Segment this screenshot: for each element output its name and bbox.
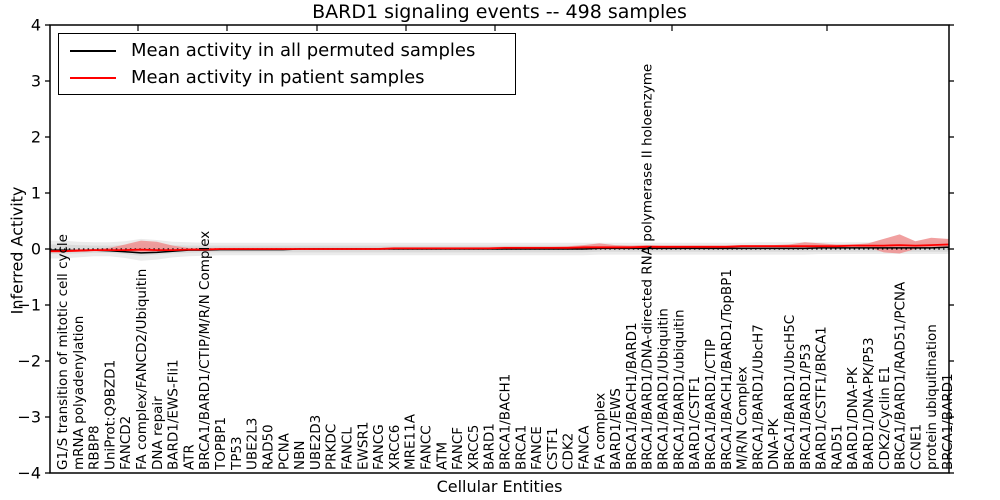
x-tick-label: protein ubiquitination bbox=[924, 324, 940, 470]
x-tick-label: MRE11A bbox=[403, 413, 419, 470]
x-tick-label: BRCA1/BACH1 bbox=[498, 374, 514, 470]
x-tick-label: CSTF1 bbox=[545, 427, 561, 470]
x-tick-label: BRCA1/BARD1 bbox=[940, 373, 956, 470]
x-tick-label: FANCG bbox=[371, 424, 387, 470]
x-tick-label: DNA-PK bbox=[766, 418, 782, 470]
x-tick-label: BRCA1/BARD1/P53 bbox=[798, 344, 814, 471]
legend-label: Mean activity in all permuted samples bbox=[131, 40, 476, 61]
x-tick-label: TOPBP1 bbox=[213, 417, 229, 471]
x-tick-label: BARD1/CSTF1/BRCA1 bbox=[814, 326, 830, 470]
x-tick-label: UniProt:Q9BZD1 bbox=[102, 360, 118, 470]
y-tick-label: 4 bbox=[31, 16, 41, 35]
x-tick-label: CDK2 bbox=[561, 433, 577, 470]
x-tick-label: BARD1/DNA-PK bbox=[845, 366, 861, 470]
x-tick-label: NBN bbox=[292, 441, 308, 470]
x-tick-label: FANCD2 bbox=[118, 416, 134, 470]
legend: Mean activity in all permuted samples Me… bbox=[58, 33, 516, 95]
x-tick-label: ATM bbox=[434, 442, 450, 470]
x-tick-label: DNA repair bbox=[150, 396, 166, 470]
permuted-line-swatch bbox=[70, 49, 116, 52]
x-tick-label: BRCA1/BARD1/ubiquitin bbox=[671, 309, 687, 470]
x-tick-label: BARD1/CSTF1 bbox=[687, 376, 703, 470]
x-tick-label: BARD1/EWS-Fli1 bbox=[166, 359, 182, 470]
y-tick-label: −3 bbox=[17, 408, 41, 427]
x-tick-label: BARD1 bbox=[482, 423, 498, 470]
x-tick-label: G1/S transition of mitotic cell cycle bbox=[55, 234, 71, 470]
y-tick-label: 3 bbox=[31, 72, 41, 91]
x-tick-label: FANCE bbox=[529, 426, 545, 470]
x-tick-label: UBE2L3 bbox=[245, 418, 261, 470]
x-tick-label: XRCC5 bbox=[466, 425, 482, 470]
x-axis-title: Cellular Entities bbox=[436, 477, 563, 496]
x-tick-label: ATR bbox=[181, 444, 197, 470]
y-tick-label: −2 bbox=[17, 352, 41, 371]
x-tick-label: M/R/N Complex bbox=[735, 366, 751, 470]
series-line-patient bbox=[50, 243, 949, 253]
x-tick-label: RBBP8 bbox=[87, 425, 103, 470]
x-tick-label: BRCA1/BARD1/UbcH5C bbox=[782, 315, 798, 470]
y-tick-label: 2 bbox=[31, 128, 41, 147]
x-tick-label: RAD50 bbox=[260, 424, 276, 470]
x-tick-label: BRCA1/BACH1/BARD1 bbox=[624, 322, 640, 470]
x-tick-label: BRCA1/BARD1/CTIP/M/R/N Complex bbox=[197, 231, 213, 470]
y-axis-title: Inferred Activity bbox=[7, 186, 27, 315]
x-tick-label: BRCA1/BARD1/CTIP bbox=[703, 339, 719, 470]
x-tick-label: TP53 bbox=[229, 436, 245, 471]
x-tick-label: BARD1/DNA-PK/P53 bbox=[861, 337, 877, 470]
legend-item-patient: Mean activity in patient samples bbox=[59, 67, 515, 88]
x-tick-label: UBE2D3 bbox=[308, 415, 324, 470]
x-tick-label: FANCL bbox=[340, 427, 356, 470]
x-tick-label: RAD51 bbox=[829, 424, 845, 470]
x-tick-label: BRCA1/BARD1/DNA-directed RNA polymerase … bbox=[640, 64, 656, 470]
x-tick-label: FANCF bbox=[450, 427, 466, 470]
x-tick-label: CCNE1 bbox=[908, 424, 924, 470]
y-tick-label: −4 bbox=[17, 464, 41, 483]
x-tick-label: FANCC bbox=[419, 425, 435, 470]
x-tick-label: FA complex/FANCD2/Ubiquitin bbox=[134, 269, 150, 470]
x-tick-label: CDK2/Cyclin E1 bbox=[877, 366, 893, 470]
x-tick-label: BRCA1/BARD1/UbcH7 bbox=[750, 324, 766, 470]
x-tick-label: BARD1/EWS bbox=[608, 388, 624, 470]
y-tick-label: 0 bbox=[31, 240, 41, 259]
y-tick-label: 1 bbox=[31, 184, 41, 203]
x-tick-label: FANCA bbox=[577, 425, 593, 470]
chart-title: BARD1 signaling events -- 498 samples bbox=[312, 1, 687, 23]
x-tick-label: EWSR1 bbox=[355, 422, 371, 470]
legend-item-permuted: Mean activity in all permuted samples bbox=[59, 40, 515, 61]
x-tick-label: BRCA1/BARD1/Ubiquitin bbox=[656, 308, 672, 470]
x-tick-label: PCNA bbox=[276, 432, 292, 470]
x-tick-label: BRCA1/BARD1/RAD51/PCNA bbox=[893, 281, 909, 470]
x-tick-label: FA complex bbox=[592, 393, 608, 470]
x-tick-label: BRCA1 bbox=[513, 425, 529, 470]
x-tick-label: PRKDC bbox=[324, 424, 340, 470]
x-tick-label: XRCC6 bbox=[387, 425, 403, 470]
patient-line-swatch bbox=[70, 76, 116, 79]
x-tick-label: BRCA1/BACH1/BARD1/TopBP1 bbox=[719, 269, 735, 470]
y-tick-label: −1 bbox=[17, 296, 41, 315]
legend-label: Mean activity in patient samples bbox=[131, 67, 425, 88]
x-tick-label: mRNA polyadenylation bbox=[71, 316, 87, 470]
